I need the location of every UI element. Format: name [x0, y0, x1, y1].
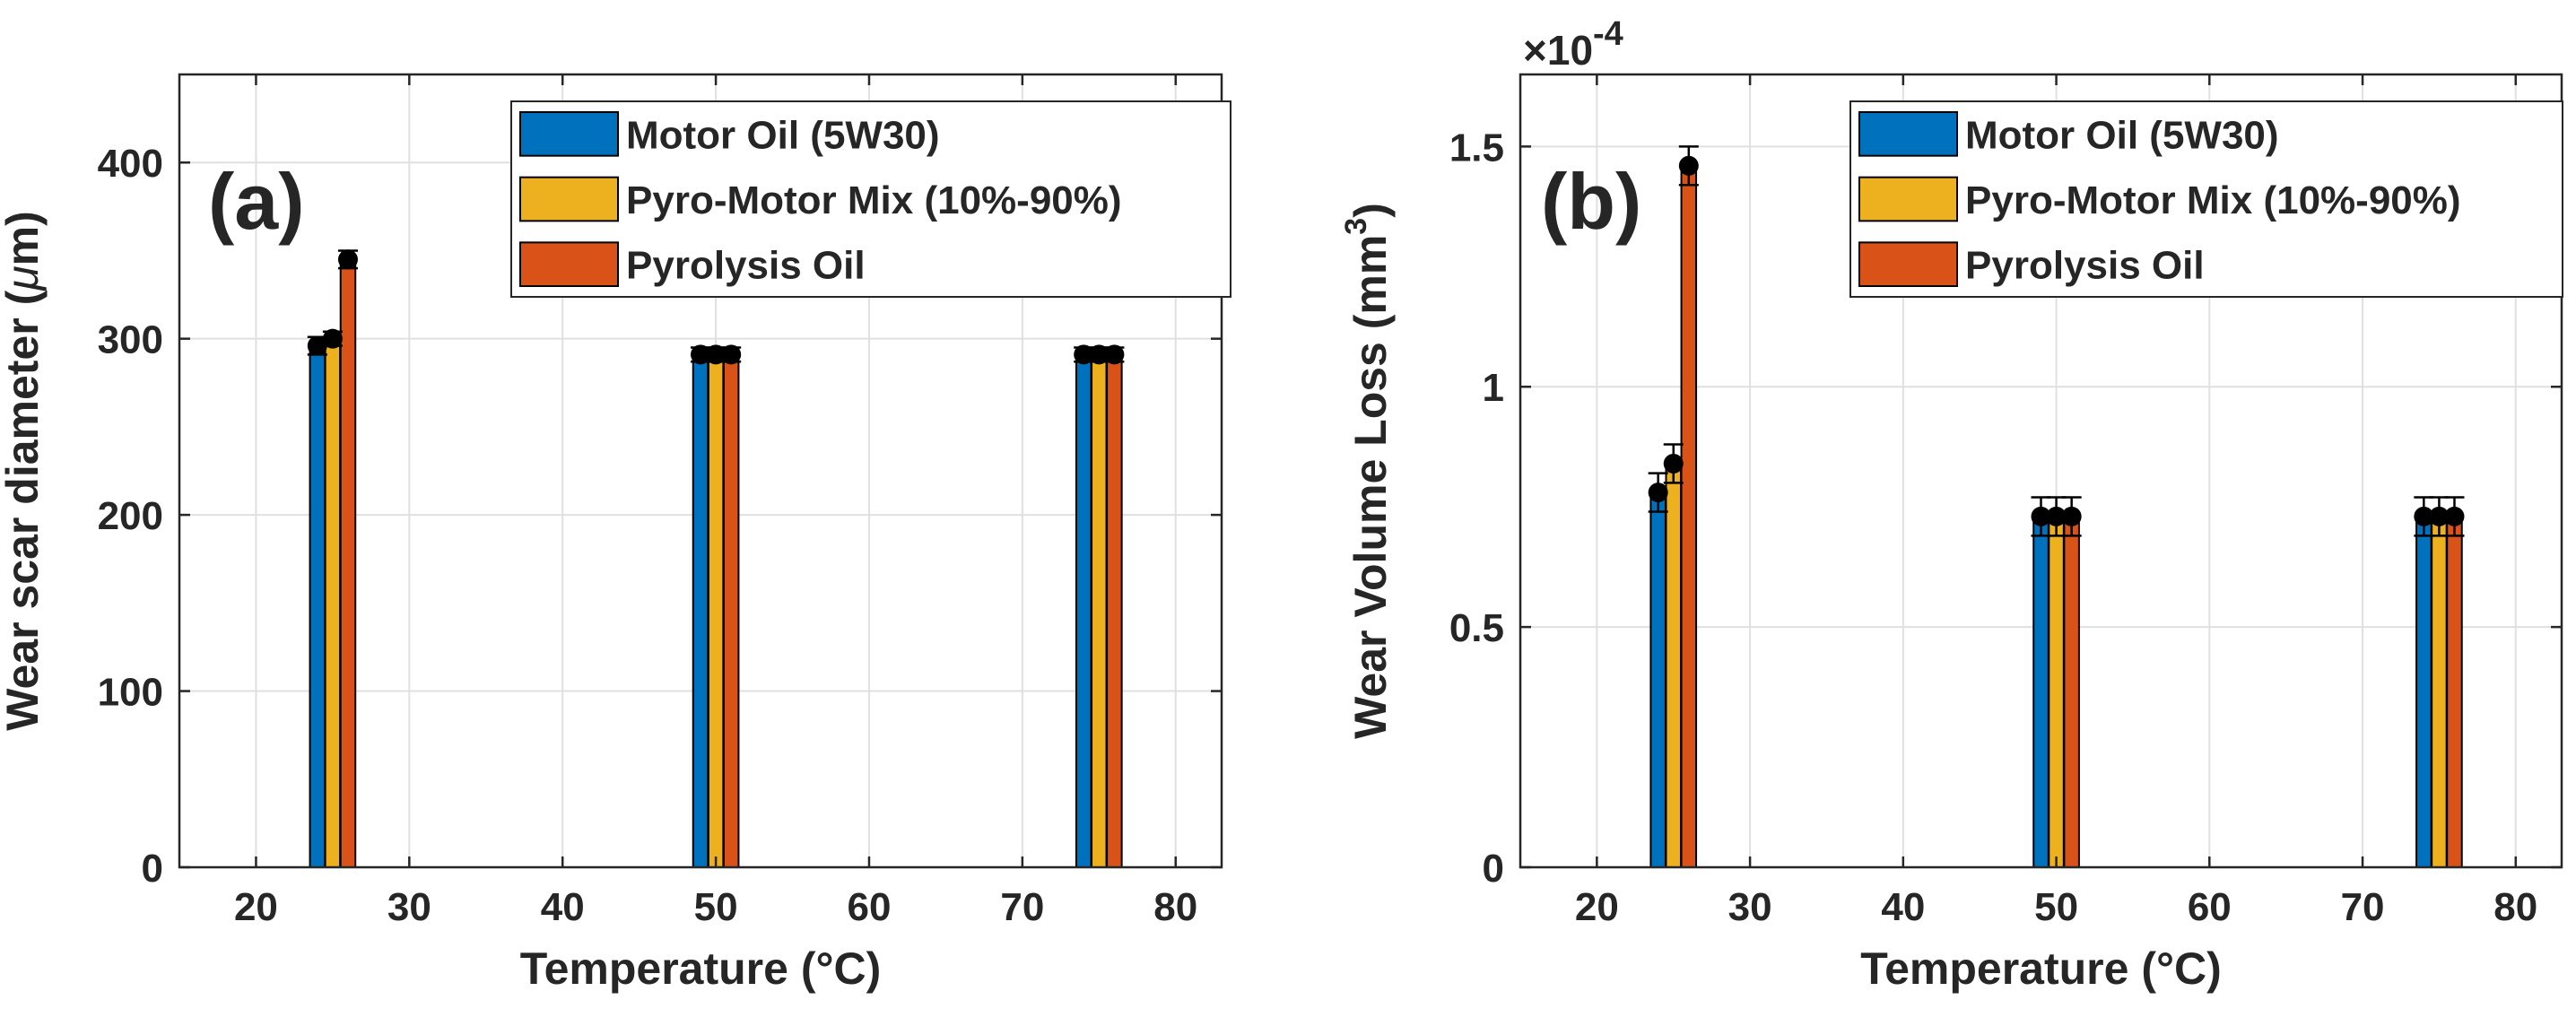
data-point-marker — [1074, 344, 1094, 365]
x-tick-label: 80 — [1153, 885, 1197, 929]
panel-label: (b) — [1541, 157, 1641, 246]
x-axis-label: Temperature (°C) — [1860, 943, 2221, 994]
bar-pyro — [2063, 515, 2080, 868]
bar-mix — [324, 337, 342, 868]
y-tick-label: 200 — [98, 494, 163, 538]
data-point-marker — [1089, 344, 1110, 365]
x-tick-label: 30 — [387, 885, 431, 929]
chart-panel-a: 20 30 40 50 60 70 80 0 100 200 300 400 Temperature (… — [0, 73, 1231, 994]
bar-pyro — [2446, 515, 2463, 868]
x-tick-label: 40 — [1881, 885, 1925, 929]
x-tick-label: 20 — [1575, 885, 1619, 929]
data-point-marker — [2414, 506, 2434, 526]
y-tick-label: 1 — [1483, 366, 1504, 410]
y-axis-label: Wear Volume Loss (mm3) — [1339, 203, 1396, 739]
bar-motor — [2032, 515, 2049, 868]
y-axis-label-close: ) — [1345, 203, 1396, 218]
y-axis-label-tail: m) — [0, 211, 48, 265]
data-point-marker — [322, 328, 343, 349]
y-axis-label: Wear scar diameter (μm) — [0, 211, 48, 731]
legend-swatch-pyro — [1858, 241, 1958, 288]
axis-scale-base: ×10 — [1523, 27, 1593, 74]
y-tick-label: 0.5 — [1449, 606, 1504, 650]
legend-label: Motor Oil (5W30) — [1965, 113, 2279, 157]
data-point-marker — [2061, 506, 2082, 526]
y-axis-label-mu: μ — [0, 265, 48, 291]
bar-pyro — [1106, 353, 1123, 868]
legend-label: Pyrolysis Oil — [626, 244, 866, 288]
bar-pyro — [339, 258, 357, 868]
legend-swatch-pyro — [519, 241, 619, 288]
data-point-marker — [721, 344, 742, 365]
legend-label: Motor Oil (5W30) — [626, 113, 940, 157]
x-tick-label: 60 — [847, 885, 891, 929]
legend-label: Pyrolysis Oil — [1965, 244, 2205, 288]
legend-box — [510, 100, 1231, 298]
data-point-marker — [691, 344, 710, 365]
data-point-marker — [2031, 506, 2051, 526]
y-axis-label-main: Wear Volume Loss (mm — [1345, 235, 1396, 739]
legend-swatch-mix — [1858, 176, 1958, 222]
panel-label: (a) — [208, 157, 305, 246]
bar-motor — [1075, 353, 1092, 868]
bar-mix — [707, 353, 725, 868]
y-tick-label: 300 — [98, 318, 163, 362]
bar-pyro — [1680, 164, 1698, 868]
data-point-marker — [1678, 155, 1699, 176]
y-tick-label: 100 — [98, 671, 163, 715]
legend: Motor Oil (5W30) Pyro-Motor Mix (10%-90%)… — [1849, 100, 2563, 298]
x-tick-label: 50 — [694, 885, 738, 929]
x-tick-label: 80 — [2493, 885, 2537, 929]
legend-box — [1849, 100, 2563, 298]
bar-mix — [2048, 515, 2065, 868]
data-point-marker — [1648, 483, 1668, 503]
bar-pyro — [722, 353, 740, 868]
data-point-marker — [307, 335, 327, 356]
data-point-marker — [1663, 453, 1684, 474]
bar-mix — [1091, 353, 1108, 868]
legend-swatch-mix — [519, 176, 619, 222]
x-tick-label: 40 — [541, 885, 585, 929]
data-point-marker — [706, 344, 727, 365]
y-axis-label-sup: 3 — [1339, 218, 1373, 235]
legend-swatch-motor — [1858, 111, 1958, 157]
x-tick-label: 30 — [1728, 885, 1772, 929]
x-tick-label: 70 — [2341, 885, 2385, 929]
axes-box — [178, 73, 1223, 869]
y-tick-label: 0 — [142, 847, 163, 891]
y-tick-label: 0 — [1483, 847, 1504, 891]
axis-scale-exponent: -4 — [1593, 15, 1623, 53]
bar-motor — [1649, 491, 1667, 868]
legend: Motor Oil (5W30) Pyro-Motor Mix (10%-90%)… — [510, 100, 1231, 298]
legend-swatch-motor — [519, 111, 619, 157]
data-point-marker — [337, 249, 358, 270]
legend-label: Pyro-Motor Mix (10%-90%) — [1965, 178, 2461, 222]
axes-box — [1519, 73, 2563, 869]
x-tick-label: 50 — [2034, 885, 2078, 929]
data-point-marker — [2046, 506, 2067, 526]
bar-mix — [2431, 515, 2448, 868]
x-axis-label: Temperature (°C) — [520, 943, 881, 994]
bar-motor — [2415, 515, 2432, 868]
x-tick-label: 70 — [1000, 885, 1044, 929]
bar-mix — [1665, 462, 1682, 868]
y-tick-label: 1.5 — [1449, 126, 1504, 170]
x-tick-label: 20 — [234, 885, 278, 929]
bar-motor — [692, 353, 709, 868]
axis-scale-label: ×10-4 — [1523, 15, 1623, 74]
y-tick-label: 400 — [98, 142, 163, 186]
data-point-marker — [2429, 506, 2450, 526]
data-point-marker — [1104, 344, 1125, 365]
chart-panel-b: 20 30 40 50 60 70 80 0 0.5 1 1.5 Temperature (°C) We… — [1339, 15, 2563, 994]
y-axis-label-main: Wear scar diameter ( — [0, 290, 48, 730]
x-tick-label: 60 — [2188, 885, 2232, 929]
data-point-marker — [2444, 506, 2465, 526]
bar-motor — [309, 344, 326, 869]
legend-label: Pyro-Motor Mix (10%-90%) — [626, 178, 1122, 222]
